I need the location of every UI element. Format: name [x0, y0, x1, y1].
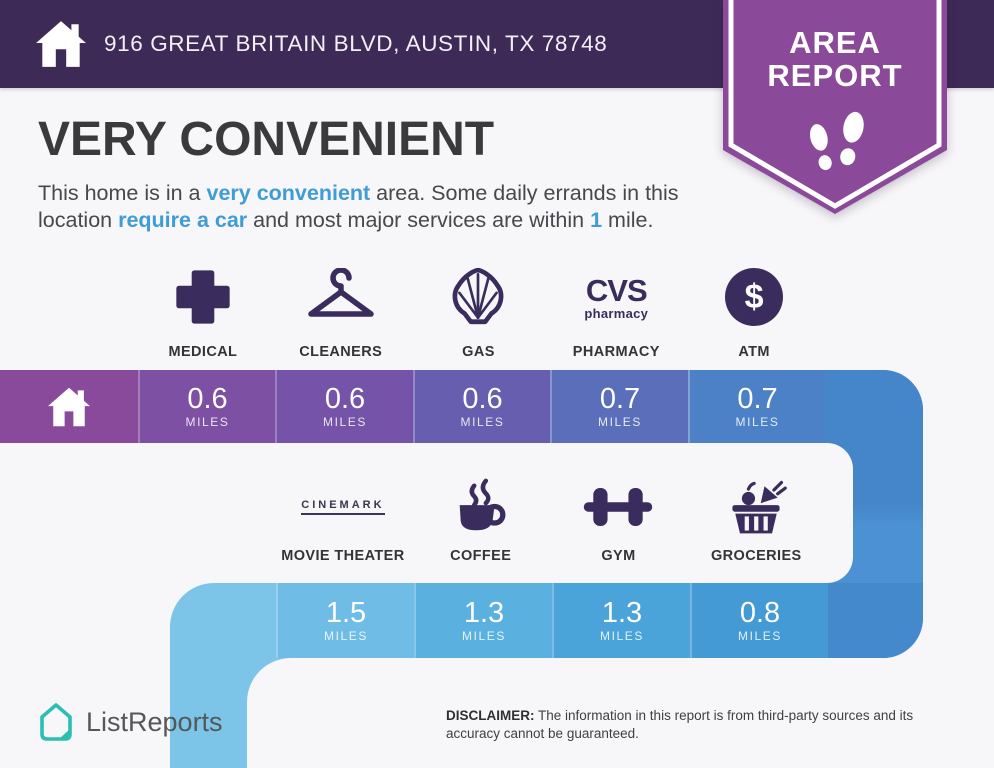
area-report-badge: AREA REPORT [723, 0, 947, 220]
amenity-atm: $ ATM [685, 258, 823, 360]
page-title: VERY CONVENIENT [38, 113, 495, 166]
amenity-gym: GYM [550, 474, 688, 564]
distance-bar-2: 1.5 MILES 1.3 MILES 1.3 MILES 0.8 MILES [170, 583, 923, 658]
badge-text: AREA REPORT [723, 26, 947, 92]
badge-ribbon [723, 0, 947, 214]
amenity-movie-theater: CINEMARK MOVIE THEATER [281, 499, 405, 564]
home-icon [48, 387, 90, 426]
amenity-medical: MEDICAL [134, 258, 272, 360]
medical-cross-icon [176, 270, 230, 324]
bar1-filler [825, 370, 923, 443]
coffee-cup-icon [459, 478, 506, 531]
home-icon [36, 21, 86, 67]
distance-segment-movie-theater: 1.5 MILES [276, 583, 414, 658]
badge-line2: REPORT [767, 58, 903, 93]
brand-name: ListReports [86, 706, 223, 737]
grocery-basket-icon [732, 480, 788, 534]
footprints-icon [809, 111, 864, 171]
property-address: 916 GREAT BRITAIN BLVD, AUSTIN, TX 78748 [104, 31, 608, 56]
cvs-pharmacy-logo: CVS pharmacy [584, 272, 649, 321]
listreports-house-icon [40, 703, 72, 741]
amenity-pharmacy: CVS pharmacy PHARMACY [572, 272, 660, 361]
disclaimer: DISCLAIMER: The information in this repo… [446, 707, 961, 743]
distance-bar-1: 0.6 MILES 0.6 MILES 0.6 MILES 0.7 MILES 0.7 M… [0, 370, 923, 443]
distance-segment-groceries: 0.8 MILES [690, 583, 828, 658]
dollar-circle-icon: $ [725, 268, 784, 326]
walkability-description: This home is in a very convenient area. … [38, 181, 679, 232]
bar2-curve-segment [170, 583, 276, 658]
shell-logo-icon [453, 267, 504, 325]
amenity-gas: GAS [410, 258, 548, 360]
home-marker-segment [0, 370, 138, 443]
cinemark-logo: CINEMARK [301, 499, 385, 515]
bar2-filler [828, 583, 923, 658]
amenity-row-1: MEDICAL CLEANERS GAS [134, 258, 823, 360]
badge-line1: AREA [789, 25, 881, 60]
distance-segment-gym: 1.3 MILES [552, 583, 690, 658]
distance-segment-coffee: 1.3 MILES [414, 583, 552, 658]
disclaimer-text: The information in this report is from t… [446, 708, 914, 741]
listreports-logo: ListReports [36, 700, 223, 744]
distance-segment-atm: 0.7 MILES [688, 370, 825, 443]
distance-segment-gas: 0.6 MILES [413, 370, 550, 443]
dumbbell-icon [584, 488, 653, 526]
amenity-cleaners: CLEANERS [272, 258, 410, 360]
hanger-icon [307, 268, 374, 317]
distance-segment-cleaners: 0.6 MILES [275, 370, 413, 443]
amenity-row-2: CINEMARK MOVIE THEATER COFFEE GYM [274, 474, 826, 564]
content-notch-lower [247, 658, 923, 768]
distance-segment-pharmacy: 0.7 MILES [550, 370, 688, 443]
amenity-groceries: GROCERIES [687, 474, 825, 564]
distance-segment-medical: 0.6 MILES [138, 370, 275, 443]
disclaimer-label: DISCLAIMER: [446, 708, 535, 723]
amenity-coffee: COFFEE [412, 474, 550, 564]
